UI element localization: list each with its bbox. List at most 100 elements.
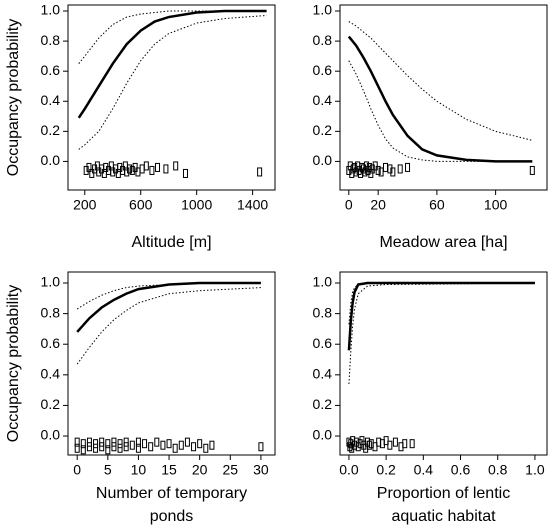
ci-line	[78, 10, 267, 64]
rug-point	[409, 439, 415, 449]
y-axis-label: Occupancy probability	[5, 19, 22, 176]
rug-point	[129, 440, 135, 450]
y-tick-label: 0.6	[313, 62, 333, 78]
rug-point	[108, 161, 114, 171]
rug-point	[155, 162, 161, 172]
x-axis-label: aquatic habitat	[391, 508, 496, 525]
rug-point	[94, 161, 100, 171]
rug-point	[135, 437, 141, 447]
rug-point	[163, 164, 169, 174]
rug-point	[383, 436, 389, 446]
rug-point	[154, 437, 160, 447]
rug-point	[135, 167, 141, 177]
rug-point	[178, 440, 184, 450]
rug-point	[142, 439, 148, 449]
rug-point	[529, 165, 535, 175]
rug-point	[124, 167, 130, 177]
x-tick-label: 20	[192, 462, 208, 478]
rug-point	[182, 168, 188, 178]
rug-point	[99, 164, 105, 174]
rug-point	[160, 440, 166, 450]
ci-line	[348, 60, 533, 162]
rug-point	[101, 168, 107, 178]
rug-point	[390, 167, 396, 177]
x-tick-label: 20	[370, 197, 386, 213]
rug-point	[139, 164, 145, 174]
y-tick-label: 1.0	[313, 274, 333, 290]
x-tick-label: 25	[223, 462, 239, 478]
rug-point	[363, 161, 369, 171]
y-tick-label: 1.0	[41, 274, 61, 290]
rug-point	[405, 162, 411, 172]
rug-point	[83, 165, 89, 175]
fit-line	[347, 35, 533, 163]
x-tick-label: 15	[161, 462, 177, 478]
rug-point	[111, 437, 117, 447]
rug-point	[368, 168, 374, 178]
rug-point	[369, 164, 375, 174]
y-tick-label: 0.6	[41, 62, 61, 78]
ci-line	[76, 287, 261, 365]
rug-point	[258, 442, 264, 452]
rug-point	[387, 164, 393, 174]
rug-point	[166, 439, 172, 449]
rug-point	[402, 439, 408, 449]
rug-point	[92, 164, 98, 174]
x-axis-label: Meadow area [ha]	[379, 234, 507, 251]
plot-frame	[67, 271, 276, 456]
rug-point	[197, 439, 203, 449]
x-axis-label: Altitude [m]	[131, 234, 211, 251]
rug-point	[93, 439, 99, 449]
x-tick-label: 0.6	[451, 462, 471, 478]
rug-point	[111, 442, 117, 452]
rug-point	[117, 162, 123, 172]
y-tick-label: 0.2	[41, 122, 61, 138]
rug-point	[372, 161, 378, 171]
rug-point	[132, 162, 138, 172]
x-tick-label: 60	[429, 197, 445, 213]
ci-line	[76, 282, 261, 310]
x-tick-label: 10	[131, 462, 147, 478]
plot-frame	[339, 4, 548, 191]
y-tick-label: 0.4	[313, 366, 333, 382]
rug-point	[372, 442, 378, 452]
y-tick-label: 0.4	[41, 366, 61, 382]
rug-point	[99, 437, 105, 447]
x-axis-label: Proportion of lentic	[377, 485, 510, 502]
y-tick-label: 0.6	[41, 335, 61, 351]
x-tick-label: 200	[73, 197, 97, 213]
x-tick-label: 0.4	[414, 462, 434, 478]
x-tick-label: 0.8	[488, 462, 508, 478]
y-tick-label: 1.0	[41, 2, 61, 18]
y-tick-label: 0.2	[41, 396, 61, 412]
rug-point	[173, 161, 179, 171]
y-tick-label: 0.2	[313, 396, 333, 412]
x-tick-label: 30	[253, 462, 269, 478]
ci-line	[78, 15, 267, 150]
rug-point	[203, 443, 209, 453]
rug-point	[74, 437, 80, 447]
x-tick-label: 1400	[237, 197, 268, 213]
y-tick-label: 0.6	[313, 335, 333, 351]
rug-point	[86, 162, 92, 172]
y-tick-label: 0.0	[313, 152, 333, 168]
x-tick-label: 1000	[181, 197, 212, 213]
rug-point	[99, 442, 105, 452]
fit-line	[76, 281, 261, 333]
plot-frame	[339, 271, 548, 456]
rug-point	[105, 439, 111, 449]
rug-point	[387, 440, 393, 450]
y-tick-label: 0.4	[41, 92, 61, 108]
rug-point	[80, 439, 86, 449]
rug-point	[96, 167, 102, 177]
rug-point	[191, 442, 197, 452]
rug-point	[127, 164, 133, 174]
rug-point	[383, 162, 389, 172]
rug-point	[115, 168, 121, 178]
y-axis-label: Occupancy probability	[5, 285, 22, 442]
rug-point	[123, 442, 129, 452]
rug-point	[362, 167, 368, 177]
rug-point	[103, 162, 109, 172]
rug-point	[123, 437, 129, 447]
